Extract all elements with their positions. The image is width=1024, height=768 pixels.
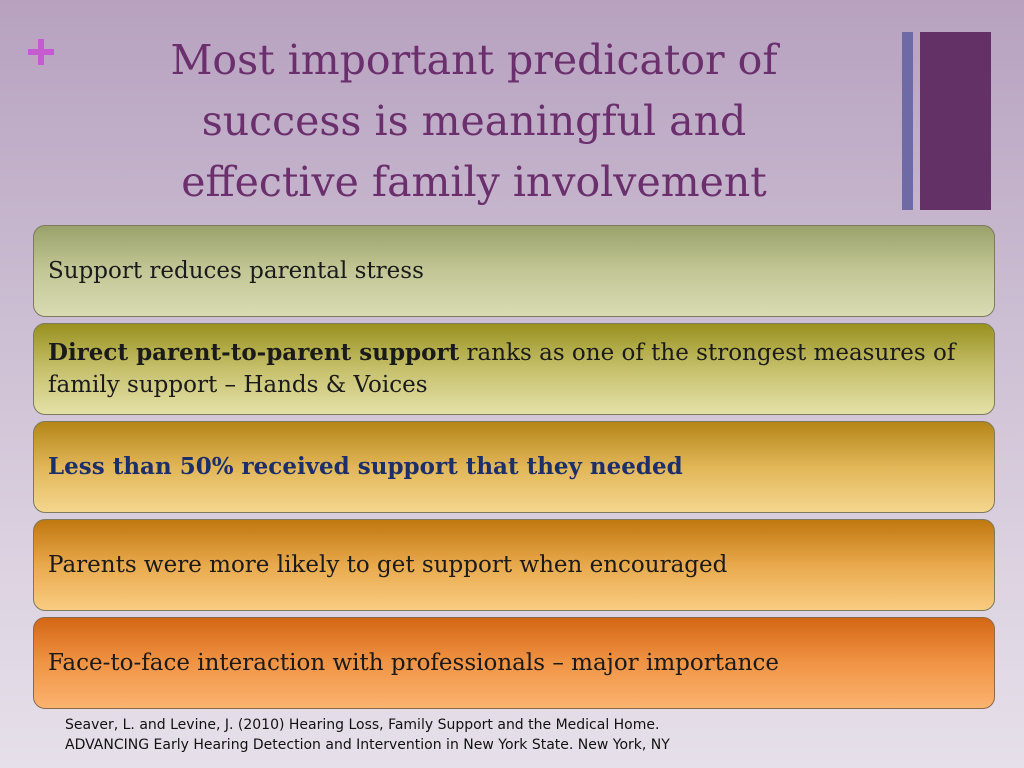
list-item-support-needed: Less than 50% received support that they… [33, 421, 995, 513]
list-item-text: Face-to-face interaction with profession… [48, 650, 779, 676]
list-item-text: Support reduces parental stress [48, 258, 424, 284]
citation: Seaver, L. and Levine, J. (2010) Hearing… [65, 715, 965, 755]
citation-line-1: Seaver, L. and Levine, J. (2010) Hearing… [65, 717, 660, 733]
citation-line-2: ADVANCING Early Hearing Detection and In… [65, 737, 670, 753]
list-item-text: Direct parent-to-parent support ranks as… [48, 337, 980, 401]
list-item-text: Parents were more likely to get support … [48, 552, 728, 578]
accent-bar-thin [902, 32, 913, 210]
title-line-2: success is meaningful and [201, 97, 747, 145]
slide-title: Most important predicator of success is … [100, 30, 848, 213]
list-item-face-to-face: Face-to-face interaction with profession… [33, 617, 995, 709]
list-item-bold-text: Direct parent-to-parent support [48, 339, 460, 366]
content-list: Support reduces parental stress Direct p… [33, 225, 995, 715]
title-line-1: Most important predicator of [170, 36, 778, 84]
list-item-rest-text: ranks as one of the strongest measures o… [48, 340, 956, 398]
title-line-3: effective family involvement [181, 158, 767, 206]
accent-bar-thick [920, 32, 991, 210]
list-item-encouraged: Parents were more likely to get support … [33, 519, 995, 611]
plus-icon [25, 36, 57, 68]
list-item-parental-stress: Support reduces parental stress [33, 225, 995, 317]
list-item-text: Less than 50% received support that they… [48, 453, 683, 480]
list-item-parent-to-parent: Direct parent-to-parent support ranks as… [33, 323, 995, 415]
